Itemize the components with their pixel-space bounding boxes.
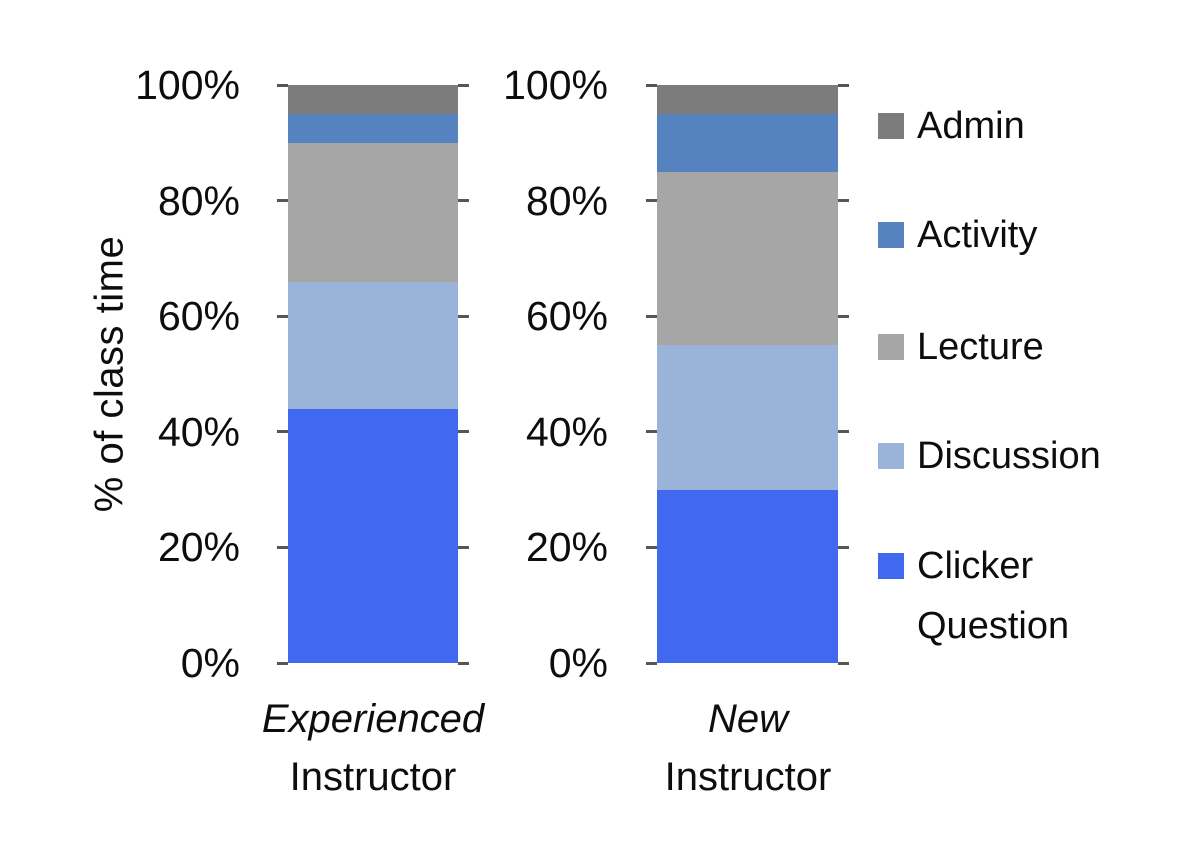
- bar-new: [657, 85, 838, 663]
- y-tick-label: 60%: [157, 293, 240, 340]
- bar-segment-admin: [288, 85, 458, 114]
- legend-swatch-activity: [878, 222, 904, 248]
- y-axis-tick: [458, 545, 469, 549]
- legend-item-lecture: Lecture: [878, 317, 1044, 377]
- y-tick-label: 0%: [548, 640, 608, 686]
- y-axis-tick: [458, 83, 469, 87]
- y-axis-tick: [838, 199, 849, 203]
- y-tick-label: 80%: [157, 177, 240, 224]
- y-axis-tick: [838, 83, 849, 87]
- y-tick-label: 20%: [525, 524, 608, 571]
- bar-segment-lecture: [288, 142, 458, 282]
- legend-swatch-discussion: [878, 443, 904, 469]
- y-tick-label: 80%: [525, 177, 608, 224]
- bar-segment-discussion: [288, 281, 458, 409]
- y-axis-tick: [277, 430, 288, 434]
- legend-item-clicker-question: Clicker Question: [878, 536, 1107, 656]
- y-axis-tick: [458, 314, 469, 318]
- y-axis-tick: [458, 661, 469, 665]
- category-label-new-line1: New: [707, 697, 789, 741]
- category-label-new-line2: Instructor: [664, 755, 832, 799]
- legend-label-clicker-question: Clicker Question: [917, 545, 1070, 647]
- bar-experienced: [288, 85, 458, 663]
- legend-swatch-lecture: [878, 334, 904, 360]
- y-axis-tick: [838, 430, 849, 434]
- legend-swatch-clicker-question: [878, 553, 904, 579]
- y-axis-tick: [277, 661, 288, 665]
- y-tick-label: 0%: [180, 640, 240, 686]
- y-axis-tick: [646, 430, 657, 434]
- y-axis-tick: [277, 545, 288, 549]
- y-axis-tick: [838, 545, 849, 549]
- bar-segment-lecture: [657, 171, 838, 346]
- category-label-experienced-line1: Experienced: [261, 697, 485, 741]
- y-axis-tick: [277, 83, 288, 87]
- y-axis-tick: [646, 314, 657, 318]
- legend-item-discussion: Discussion: [878, 426, 1101, 486]
- y-tick-label: 40%: [157, 408, 240, 455]
- y-axis-tick: [458, 199, 469, 203]
- y-axis-tick: [838, 314, 849, 318]
- y-axis-tick: [646, 545, 657, 549]
- bar-segment-discussion: [657, 345, 838, 490]
- legend-swatch-admin: [878, 113, 904, 139]
- y-axis-tick: [646, 661, 657, 665]
- y-tick-label: 100%: [503, 62, 608, 108]
- bar-segment-activity: [657, 113, 838, 172]
- y-axis-tick: [277, 314, 288, 318]
- y-tick-label: 20%: [157, 524, 240, 571]
- y-tick-label: 40%: [525, 408, 608, 455]
- legend-item-activity: Activity: [878, 205, 1037, 265]
- legend-label-discussion: Discussion: [917, 435, 1101, 477]
- y-axis-tick: [458, 430, 469, 434]
- y-axis-tick: [838, 661, 849, 665]
- bar-segment-activity: [288, 113, 458, 143]
- y-tick-label: 100%: [135, 62, 240, 108]
- y-axis-title: % of class time: [87, 235, 132, 513]
- legend-label-lecture: Lecture: [917, 326, 1044, 368]
- legend-label-admin: Admin: [917, 105, 1025, 147]
- legend-item-admin: Admin: [878, 96, 1025, 156]
- y-axis-tick: [646, 83, 657, 87]
- legend-label-activity: Activity: [917, 214, 1038, 256]
- y-tick-label: 60%: [525, 293, 608, 340]
- y-axis-tick: [277, 199, 288, 203]
- bar-segment-admin: [657, 85, 838, 114]
- category-label-experienced-line2: Instructor: [289, 755, 457, 799]
- y-axis-tick: [646, 199, 657, 203]
- bar-segment-clicker-question: [288, 408, 458, 663]
- bar-segment-clicker-question: [657, 489, 838, 663]
